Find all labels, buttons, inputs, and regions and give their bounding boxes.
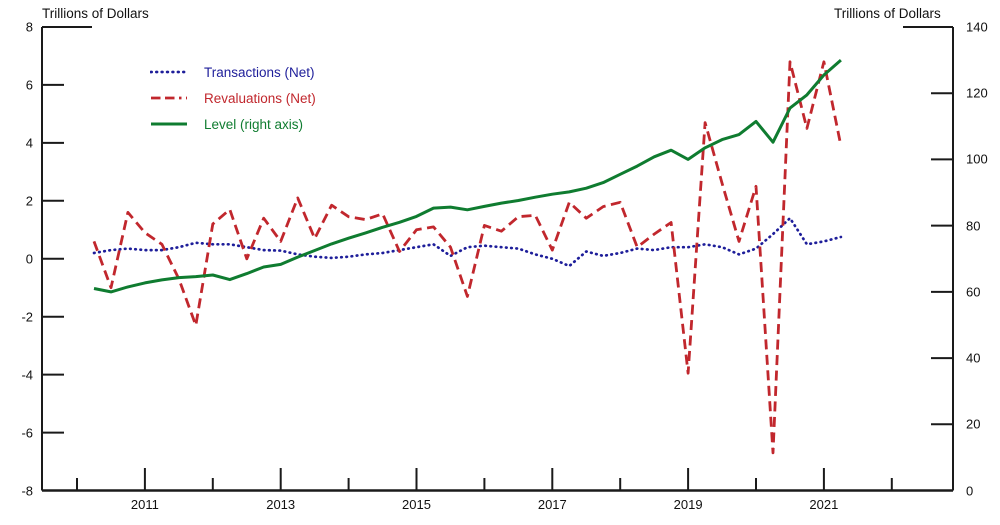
level-line bbox=[93, 58, 842, 294]
left-axis-title: Trillions of Dollars bbox=[42, 6, 149, 21]
legend-item-transactions: Transactions (Net) bbox=[150, 59, 316, 85]
left-axis-tick-label: -8 bbox=[21, 483, 33, 498]
left-axis-tick-label: 8 bbox=[25, 19, 33, 35]
revaluations-line bbox=[92, 60, 843, 455]
right-axis-tick-label: 100 bbox=[966, 151, 988, 167]
dotted-line-swatch-icon bbox=[150, 70, 188, 74]
legend-label-revaluations: Revaluations (Net) bbox=[204, 90, 316, 106]
left-axis-tick-label: -6 bbox=[21, 425, 33, 441]
right-axis-tick-label: 0 bbox=[966, 483, 974, 498]
left-axis-tick-label: 2 bbox=[25, 193, 33, 209]
legend-item-level: Level (right axis) bbox=[150, 111, 316, 137]
legend-label-level: Level (right axis) bbox=[204, 116, 304, 132]
right-axis-tick-label: 120 bbox=[966, 85, 988, 101]
solid-line-swatch-icon bbox=[151, 122, 187, 126]
dashed-line-swatch-icon bbox=[151, 96, 187, 100]
x-axis-year-label: 2019 bbox=[673, 497, 703, 512]
right-axis-tick-label: 40 bbox=[966, 350, 981, 366]
x-axis-year-label: 2017 bbox=[537, 497, 567, 512]
right-axis-tick-label: 20 bbox=[966, 416, 981, 432]
right-axis-title: Trillions of Dollars bbox=[834, 6, 941, 21]
legend: Transactions (Net) Revaluations (Net) Le… bbox=[150, 59, 316, 137]
left-axis-tick-label: 6 bbox=[25, 77, 33, 93]
legend-label-transactions: Transactions (Net) bbox=[204, 64, 315, 80]
left-axis-tick-label: -4 bbox=[21, 367, 33, 383]
right-axis-tick-label: 80 bbox=[966, 218, 981, 234]
left-axis-tick-label: 0 bbox=[25, 251, 33, 267]
transactions-line bbox=[92, 216, 843, 268]
x-axis-year-label: 2021 bbox=[809, 497, 839, 512]
x-axis-year-label: 2011 bbox=[130, 497, 159, 512]
legend-item-revaluations: Revaluations (Net) bbox=[150, 85, 316, 111]
x-axis-year-label: 2015 bbox=[402, 497, 431, 512]
x-axis-year-label: 2013 bbox=[266, 497, 296, 512]
left-axis-tick-label: -2 bbox=[21, 309, 33, 325]
left-axis-tick-label: 4 bbox=[25, 135, 33, 151]
right-axis-tick-label: 60 bbox=[966, 284, 981, 300]
right-axis-tick-label: 140 bbox=[966, 19, 988, 35]
